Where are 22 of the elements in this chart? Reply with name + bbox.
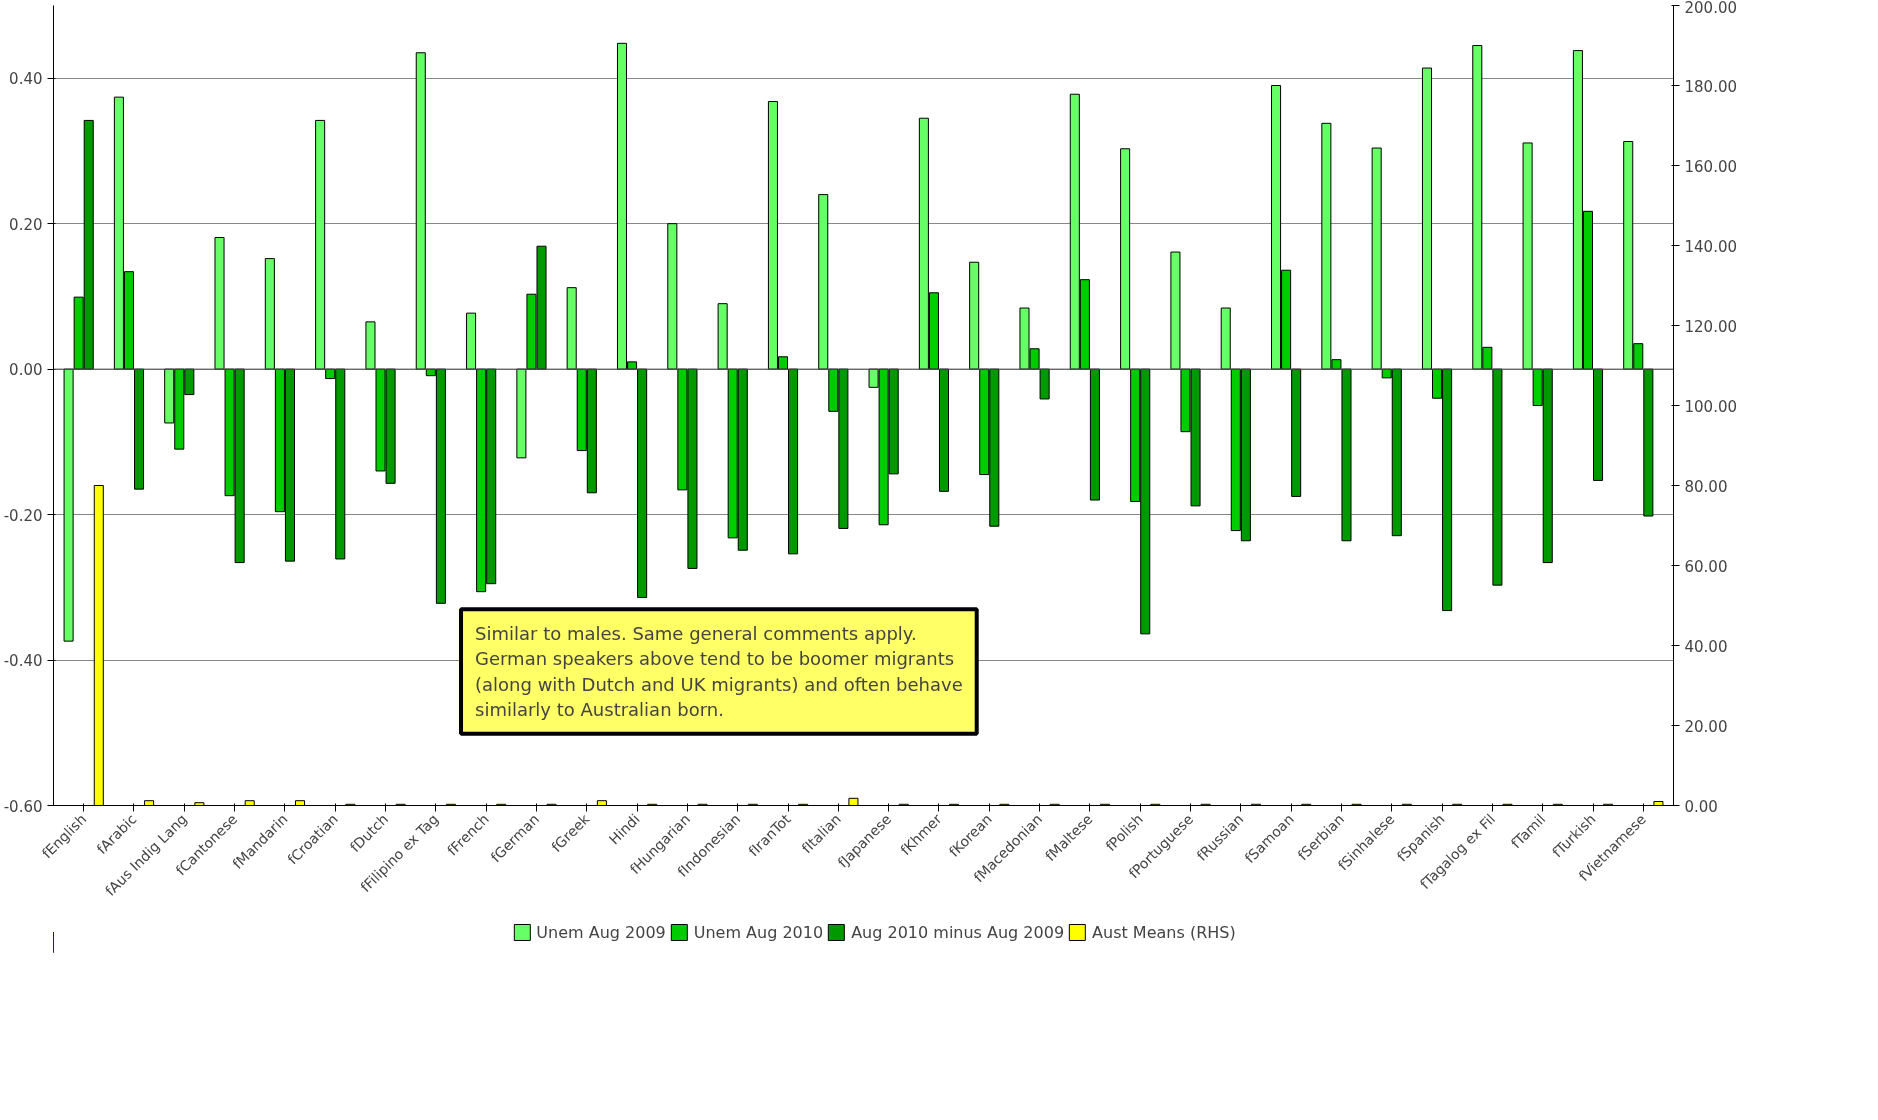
y2-tick-label: 200.00 [1684,0,1737,17]
legend-label: Aug 2010 minus Aug 2009 [851,922,1065,942]
y-tick-label: -0.40 [3,652,43,671]
legend-label: Unem Aug 2010 [693,922,824,942]
y-tick-label: 0.40 [9,70,43,89]
y-tick-label: 0.20 [9,215,43,234]
y2-tick-label: 0.00 [1684,797,1718,816]
y2-tick-label: 120.00 [1684,317,1737,336]
y2-tick-label: 180.00 [1684,77,1737,96]
y2-tick-label: 160.00 [1684,157,1737,176]
annotation: Similar to males. Same general comments apply. German speakers above tend to be boomer migrants (along with Dutch and UK migrants) and often behave similarly to Australian born. [475,623,963,720]
y2-tick-label: 100.00 [1684,397,1737,416]
y2-tick-label: 40.00 [1684,637,1728,656]
y-tick-label: -0.20 [3,506,43,525]
y-tick-label: 0.00 [9,361,43,380]
y2-tick-label: 60.00 [1684,557,1728,576]
legend-label: Unem Aug 2009 [536,922,666,942]
y2-tick-label: 80.00 [1684,477,1728,496]
y2-tick-label: 20.00 [1684,717,1728,736]
y2-tick-label: 140.00 [1684,237,1737,256]
legend-label: Aust Means (RHS) [1092,922,1236,942]
y-tick-label: -0.60 [3,797,43,816]
